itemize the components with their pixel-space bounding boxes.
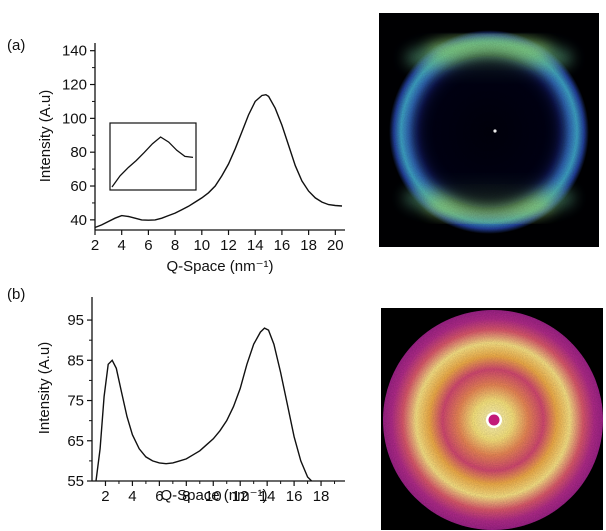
series-line-b [95, 327, 313, 482]
x-tick-label: 18 [300, 237, 317, 254]
y-tick-label: 60 [70, 178, 87, 195]
panel-label-a: (a) [7, 37, 25, 54]
inset-line-a [111, 136, 194, 188]
x-axis-label-a: Q-Space (nm⁻¹) [166, 258, 273, 275]
x-tick-label: 6 [144, 237, 152, 254]
x-tick-label: 18 [313, 488, 330, 505]
saxs-pattern-b [381, 308, 603, 530]
y-tick-label: 100 [62, 110, 87, 127]
x-tick-label: 8 [182, 488, 190, 505]
saxs-pattern-a [379, 13, 599, 247]
x-tick-label: 14 [259, 488, 276, 505]
x-tick-label: 10 [205, 488, 222, 505]
y-axis-label-b: Intensity (A.u) [36, 342, 53, 435]
y-tick-label: 65 [67, 433, 84, 450]
x-tick-label: 12 [232, 488, 249, 505]
x-tick-label: 14 [247, 237, 264, 254]
inset-frame-a [109, 122, 197, 191]
y-tick-label: 140 [62, 43, 87, 60]
panel-label-b: (b) [7, 286, 25, 303]
x-axis-label-b: Q-Space (nm⁻¹) [160, 487, 267, 504]
y-tick-label: 40 [70, 212, 87, 229]
x-tick-label: 4 [128, 488, 136, 505]
y-tick-label: 95 [67, 312, 84, 329]
x-tick-label: 16 [274, 237, 291, 254]
x-tick-label: 10 [193, 237, 210, 254]
x-tick-label: 6 [155, 488, 163, 505]
y-axis-label-a: Intensity (A.u) [37, 90, 54, 183]
x-tick-label: 4 [118, 237, 126, 254]
x-tick-label: 2 [101, 488, 109, 505]
x-tick-label: 20 [327, 237, 344, 254]
y-tick-label: 120 [62, 77, 87, 94]
y-tick-label: 55 [67, 473, 84, 490]
x-tick-label: 2 [91, 237, 99, 254]
y-tick-label: 75 [67, 393, 84, 410]
y-tick-label: 80 [70, 144, 87, 161]
plot-b: 2 4 6 8 10 12 14 16 18 55 65 75 85 95 Q-Space (nm⁻¹)… [36, 297, 345, 505]
series-line-a [94, 93, 343, 229]
plot-a: 2 4 6 8 10 12 14 16 18 20 40 60 80 100 120 140 Q-Space… [37, 43, 345, 275]
x-tick-label: 12 [220, 237, 237, 254]
y-tick-label: 85 [67, 352, 84, 369]
x-tick-label: 16 [286, 488, 303, 505]
x-tick-label: 8 [171, 237, 179, 254]
